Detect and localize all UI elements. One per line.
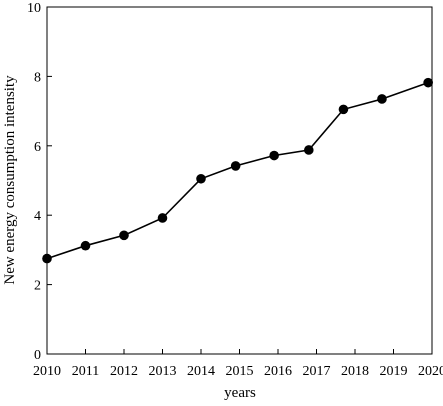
x-tick-label: 2012 [110, 364, 138, 379]
x-tick-label: 2014 [187, 364, 215, 379]
x-tick-label: 2016 [264, 364, 292, 379]
data-point [157, 213, 168, 223]
data-point [269, 150, 279, 161]
y-tick-label: 0 [34, 348, 41, 363]
x-tick-label: 2017 [303, 364, 331, 379]
x-tick-label: 2013 [149, 364, 177, 379]
x-axis-title: years [224, 385, 256, 401]
data-point [196, 173, 206, 184]
data-point [304, 145, 314, 155]
plot-frame [46, 6, 433, 355]
y-tick-label: 8 [34, 70, 41, 85]
data-point [377, 94, 387, 104]
x-tick-label: 2019 [380, 364, 408, 379]
data-point [338, 104, 349, 115]
data-point [119, 230, 129, 241]
y-tick-label: 2 [34, 279, 41, 294]
data-point [80, 240, 91, 251]
y-axis: 0 2 4 6 8 10 [27, 1, 52, 363]
data-point [42, 253, 52, 264]
data-point [423, 77, 433, 88]
series-markers [42, 77, 433, 264]
data-point [230, 161, 241, 171]
y-tick-label: 6 [34, 140, 41, 155]
x-tick-label: 2018 [341, 364, 369, 379]
x-tick-label: 2020 [418, 364, 443, 379]
x-tick-label: 2010 [33, 364, 61, 379]
y-tick-label: 10 [27, 1, 41, 16]
x-tick-label: 2015 [226, 364, 254, 379]
y-axis-title: New energy consumption intensity [2, 75, 18, 285]
series-line [46, 81, 429, 260]
x-tick-label: 2011 [72, 364, 99, 379]
y-tick-label: 4 [34, 209, 41, 224]
x-axis: 2010 2011 2012 2013 2014 2015 2016 2017 2018 2019… [33, 349, 443, 379]
